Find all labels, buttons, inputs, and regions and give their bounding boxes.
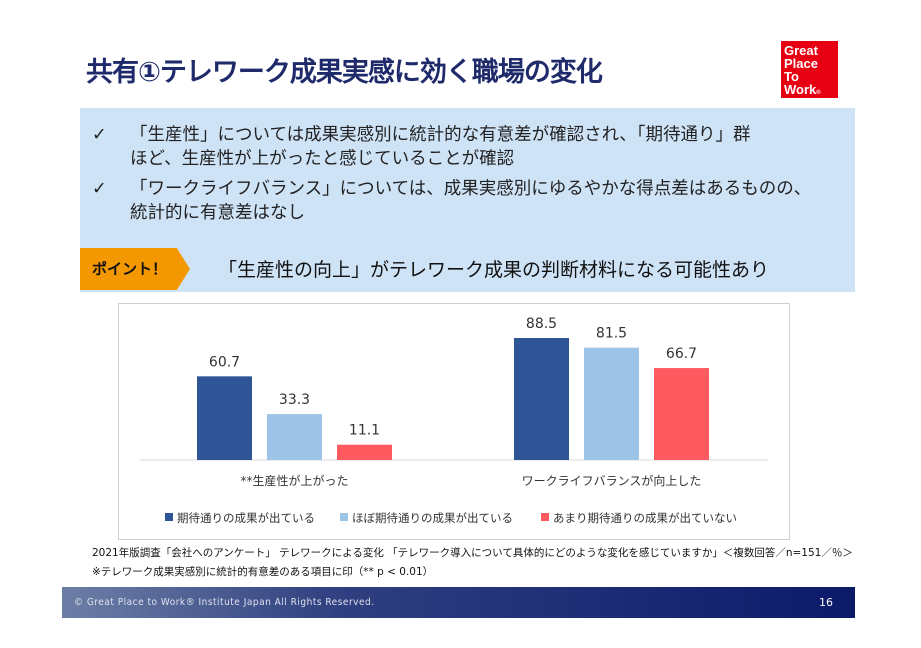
notes: 2021年版調査「会社へのアンケート」 テレワークによる変化 「テレワーク導入に… bbox=[92, 544, 853, 582]
legend-label: あまり期待通りの成果が出ていない bbox=[553, 511, 737, 525]
gptw-logo: Great Place To Work® bbox=[781, 41, 838, 98]
footer: © Great Place to Work® Institute Japan A… bbox=[62, 587, 855, 618]
bar bbox=[584, 347, 639, 460]
bar bbox=[654, 368, 709, 460]
legend-swatch bbox=[165, 513, 173, 521]
legend-label: 期待通りの成果が出ている bbox=[177, 511, 315, 525]
bar-chart: 60.7 33.3 11.1 **生産性が上がった 88.5 81.5 66.7 ワークライフ… bbox=[140, 316, 768, 525]
point-text: 「生産性の向上」がテレワーク成果の判断材料になる可能性あり bbox=[218, 259, 770, 281]
slide-title: 共有①テレワーク成果実感に効く職場の変化 bbox=[86, 57, 603, 88]
bar bbox=[337, 444, 392, 460]
category-label: **生産性が上がった bbox=[240, 473, 348, 488]
data-label: 33.3 bbox=[279, 392, 310, 408]
data-label: 81.5 bbox=[596, 326, 627, 342]
summary-box bbox=[80, 108, 855, 292]
point-label: ポイント！ bbox=[80, 248, 190, 290]
data-label: 88.5 bbox=[526, 316, 557, 332]
bar bbox=[514, 338, 569, 460]
legend-swatch bbox=[340, 513, 348, 521]
category-label: ワークライフバランスが向上した bbox=[522, 473, 702, 488]
note-survey: 2021年版調査「会社へのアンケート」 テレワークによる変化 「テレワーク導入に… bbox=[92, 547, 853, 559]
bullet-1: ✓ 「生産性」については成果実感別に統計的な有意差が確認され、「期待通り」群 ほど、… bbox=[92, 125, 751, 169]
legend-swatch bbox=[541, 513, 549, 521]
copyright: © Great Place to Work® Institute Japan A… bbox=[74, 597, 375, 608]
bar bbox=[197, 376, 252, 460]
note-significance: ※テレワーク成果実感別に統計的有意差のある項目に印（** p < 0.01） bbox=[92, 566, 434, 578]
page-number: 16 bbox=[819, 596, 833, 609]
data-label: 66.7 bbox=[666, 346, 697, 362]
legend-label: ほぼ期待通りの成果が出ている bbox=[352, 511, 513, 525]
data-label: 11.1 bbox=[349, 423, 380, 439]
bar bbox=[267, 414, 322, 460]
chart-frame bbox=[118, 303, 790, 540]
bullet-2: ✓ 「ワークライフバランス」については、成果実感別にゆるやかな得点差はあるものの、… bbox=[92, 179, 812, 223]
data-label: 60.7 bbox=[209, 354, 240, 370]
